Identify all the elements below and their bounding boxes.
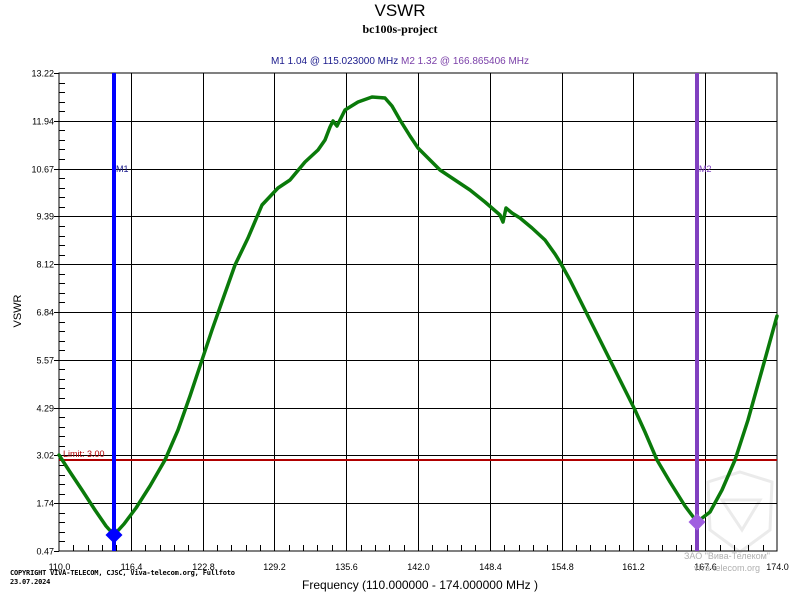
y-tick-label: 8.12 xyxy=(36,260,54,270)
copyright-line: COPYRIGHT VIVA-TELECOM, CJSC, Viva-telec… xyxy=(10,569,235,577)
vertical-gridlines xyxy=(131,73,706,551)
y-tick-label: 11.94 xyxy=(32,117,54,127)
y-tick-label: 6.84 xyxy=(36,308,54,318)
copyright-date: 23.07.2024 xyxy=(10,578,51,586)
chart-title: VSWR xyxy=(374,1,426,20)
x-tick-labels: 110.0 116.4 122.8 129.2 135.6 142.0 148.4 154.8… xyxy=(49,562,789,572)
x-tick-label: 161.2 xyxy=(622,562,645,572)
x-tick-label: 110.0 xyxy=(49,562,71,572)
y-tick-label: 3.02 xyxy=(36,451,54,461)
y-tick-label: 4.29 xyxy=(36,404,54,414)
x-tick-label: 154.8 xyxy=(551,562,574,572)
x-axis-label: Frequency (110.000000 - 174.000000 MHz ) xyxy=(302,578,538,592)
y-axis-label: VSWR xyxy=(12,294,24,328)
marker-m1-readout: M1 1.04 @ 115.023000 MHz xyxy=(270,56,399,67)
x-tick-label: 122.8 xyxy=(192,562,215,572)
x-tick-label: 174.0 xyxy=(766,562,789,572)
watermark-text: ЗАО "Вива-Телеком" viva-telecom.org xyxy=(672,550,782,574)
x-tick-label: 135.6 xyxy=(335,562,358,572)
y-tick-label: 5.57 xyxy=(36,356,54,366)
y-tick-label: 9.39 xyxy=(36,212,54,222)
y-tick-label: 10.67 xyxy=(31,165,54,175)
x-tick-label: 116.4 xyxy=(121,562,143,572)
y-tick-label: 1.74 xyxy=(36,499,54,509)
watermark-shield-icon xyxy=(706,470,774,554)
copyright-notice: COPYRIGHT VIVA-TELECOM, CJSC, Viva-telec… xyxy=(10,569,235,587)
watermark-url: viva-telecom.org xyxy=(693,563,761,573)
minor-ticks xyxy=(54,73,764,552)
marker-m2-readout: M2 1.32 @ 166.865406 MHz xyxy=(401,56,530,67)
marker-m1-label: M1 xyxy=(116,164,129,174)
vswr-trace xyxy=(57,95,779,537)
marker-m2-label: M2 xyxy=(699,164,712,174)
limit-label: Limit: 3.00 xyxy=(63,449,105,459)
watermark-company: ЗАО "Вива-Телеком" xyxy=(683,551,771,561)
x-tick-label: 148.4 xyxy=(479,562,502,572)
y-tick-label: 0.47 xyxy=(36,547,54,557)
marker-readout: M1 1.04 @ 115.023000 MHz M2 1.32 @ 166.8… xyxy=(0,56,800,67)
x-tick-label: 129.2 xyxy=(263,562,286,572)
marker-m2-diamond-icon[interactable] xyxy=(688,513,706,531)
marker-m1-diamond-icon[interactable] xyxy=(105,526,123,544)
x-tick-label: 167.6 xyxy=(694,562,717,572)
y-tick-labels: 13.22 11.94 10.67 9.39 8.12 6.84 5.57 4.29 3.02 1… xyxy=(31,69,54,557)
y-tick-label: 13.22 xyxy=(31,69,54,79)
x-tick-label: 142.0 xyxy=(407,562,430,572)
chart-subtitle: bc100s-project xyxy=(362,22,438,36)
